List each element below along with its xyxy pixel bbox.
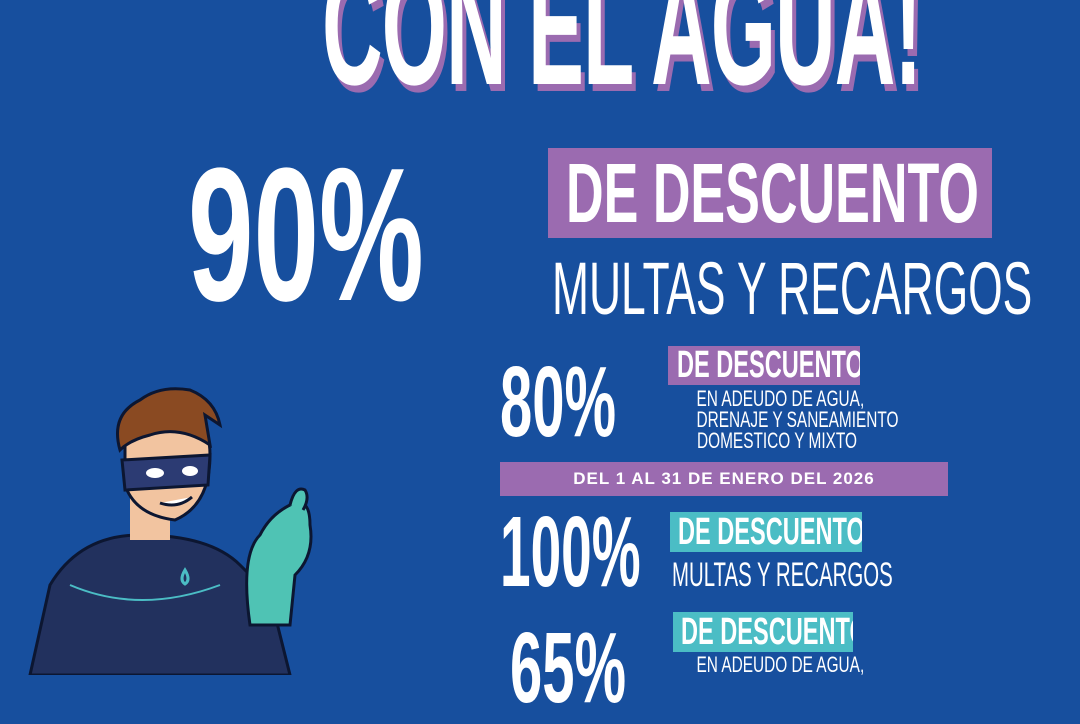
detail-65: EN ADEUDO DE AGUA, <box>662 652 892 677</box>
percent-100: 100% <box>500 496 641 608</box>
discount-label-100: DE DESCUENTO <box>670 512 862 552</box>
percent-80: 80% <box>500 346 617 458</box>
detail-80: EN ADEUDO DE AGUA, DRENAJE Y SANEAMIENTO… <box>662 386 899 453</box>
mascot-head <box>116 387 223 540</box>
discount-label-65: DE DESCUENTO <box>673 612 853 652</box>
date-banner: DEL 1 AL 31 DE ENERO DEL 2026 <box>500 462 948 496</box>
headline: CON EL AGUA! <box>322 0 922 120</box>
mascot-illustration <box>28 387 313 675</box>
detail-line: DRENAJE Y SANEAMIENTO <box>696 407 899 432</box>
discount-label-80: DE DESCUENTO <box>668 346 860 385</box>
detail-100: MULTAS Y RECARGOS <box>672 556 893 594</box>
mascot-gloved-hand <box>245 487 313 627</box>
main-detail: MULTAS Y RECARGOS <box>552 247 1033 330</box>
detail-line: DOMESTICO Y MIXTO <box>696 428 858 453</box>
main-discount-label: DE DESCUENTO <box>548 148 992 238</box>
detail-line: EN ADEUDO DE AGUA, <box>696 386 865 411</box>
main-percent: 90% <box>188 129 424 341</box>
detail-line: EN ADEUDO DE AGUA, <box>696 652 865 677</box>
